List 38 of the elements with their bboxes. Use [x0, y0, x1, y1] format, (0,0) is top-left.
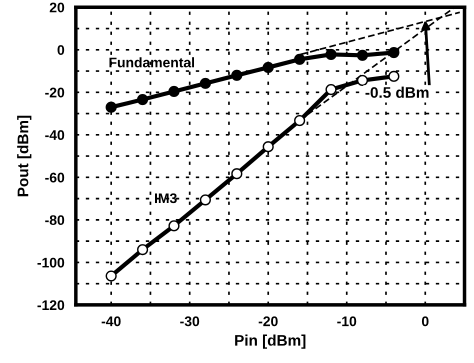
- point: [388, 70, 400, 82]
- point: [137, 94, 148, 106]
- point: [231, 168, 242, 180]
- x-tick-label: 0: [422, 316, 429, 326]
- point: [200, 194, 211, 206]
- y-tick-label: -20: [45, 88, 64, 98]
- point: [356, 50, 368, 61]
- point: [200, 78, 211, 89]
- y-tick-label: -100: [37, 258, 64, 268]
- x-tick-label: -40: [102, 316, 121, 326]
- point: [262, 141, 274, 152]
- point: [106, 270, 117, 282]
- point: [388, 46, 400, 58]
- point: [325, 48, 337, 60]
- point: [262, 62, 274, 73]
- x-tick-label: -20: [258, 316, 278, 326]
- x-tick-label: -30: [180, 316, 200, 326]
- x-tick-label: -10: [337, 316, 356, 326]
- point: [106, 102, 117, 113]
- series-label: Fundamental: [109, 57, 194, 68]
- point: [294, 115, 306, 126]
- point: [231, 70, 242, 81]
- x-axis-title: Pin [dBm]: [235, 334, 306, 349]
- point: [137, 244, 148, 256]
- y-axis-title: Pout [dBm]: [17, 116, 32, 196]
- y-tick-label: -80: [45, 215, 64, 226]
- y-tick-label: -60: [45, 172, 64, 183]
- point: [356, 74, 368, 86]
- point: [168, 86, 180, 98]
- point: [168, 220, 180, 232]
- point: [294, 54, 306, 65]
- y-tick-label: 20: [50, 2, 64, 12]
- annotation: -0.5 dBm: [366, 86, 428, 98]
- y-tick-label: -40: [45, 130, 64, 140]
- y-tick-label: 0: [58, 45, 64, 55]
- y-tick-label: -120: [37, 300, 64, 310]
- point: [325, 84, 337, 96]
- series-label: IM3: [155, 193, 177, 204]
